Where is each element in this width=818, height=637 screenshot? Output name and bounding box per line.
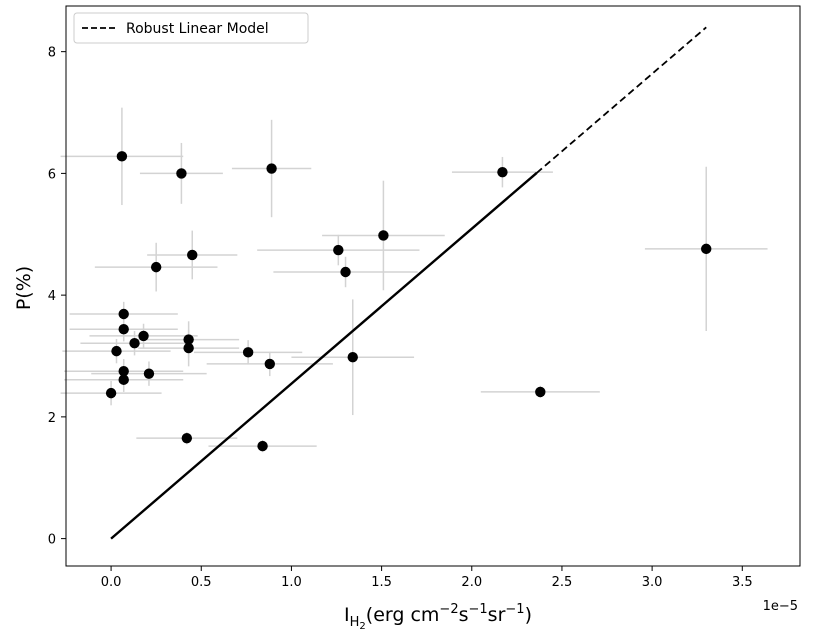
x-tick-label-4: 2.0 (461, 575, 482, 590)
y-tick-label-2: 4 (48, 289, 56, 304)
data-point-14 (111, 345, 122, 357)
data-point-1 (176, 168, 187, 179)
data-point-26 (257, 440, 268, 452)
fit-line-dashed (110, 26, 707, 540)
data-point-25 (181, 432, 193, 444)
data-point-9 (701, 243, 712, 255)
data-point-11 (118, 324, 129, 335)
x-tick-label-7: 3.5 (732, 575, 753, 590)
data-point-2 (266, 163, 277, 174)
x-axis-label: IH2(erg cm−2s−1sr−1) (344, 602, 532, 632)
legend-label: Robust Linear Model (126, 21, 269, 37)
data-point-23 (105, 387, 117, 399)
data-point-16 (183, 342, 194, 354)
legend: Robust Linear Model (73, 12, 309, 44)
data-point-3 (497, 166, 508, 178)
data-point-13 (129, 338, 140, 349)
y-tick-label-3: 6 (48, 167, 56, 182)
data-point-19 (347, 352, 358, 363)
data-point-20 (118, 366, 129, 377)
plot-frame (65, 5, 801, 567)
x-tick-label-2: 1.0 (281, 575, 302, 590)
x-tick-label-0: 0.0 (101, 575, 122, 590)
y-tick-label-4: 8 (48, 46, 56, 61)
data-point-22 (118, 374, 129, 385)
data-point-7 (187, 249, 198, 261)
points-layer (105, 151, 712, 452)
data-point-5 (333, 244, 344, 256)
errorbar-layer (60, 107, 768, 453)
y-tick-label-1: 2 (48, 411, 56, 426)
data-point-24 (535, 386, 546, 398)
data-point-10 (118, 308, 129, 320)
y-axis-label: P(%) (13, 266, 35, 310)
y-tick-label-0: 0 (48, 533, 56, 548)
data-point-12 (138, 330, 149, 342)
fit-line-layer (110, 26, 707, 540)
x-axis: 0.0 0.5 1.0 1.5 2.0 2.5 3.0 3.5 (101, 566, 753, 590)
y-axis: 0 2 4 6 8 (48, 46, 66, 548)
data-point-17 (242, 347, 254, 358)
data-point-18 (264, 358, 275, 370)
data-point-4 (378, 230, 389, 241)
x-tick-label-5: 2.5 (552, 575, 573, 590)
x-tick-label-1: 0.5 (191, 575, 212, 590)
data-point-15 (183, 334, 194, 345)
x-tick-label-3: 1.5 (371, 575, 392, 590)
data-point-0 (116, 151, 128, 162)
data-point-6 (340, 266, 351, 278)
x-tick-label-6: 3.0 (642, 575, 663, 590)
data-point-8 (150, 261, 162, 273)
data-point-21 (143, 368, 155, 379)
legend-box (73, 12, 309, 44)
x-offset-label: 1e−5 (763, 599, 798, 614)
